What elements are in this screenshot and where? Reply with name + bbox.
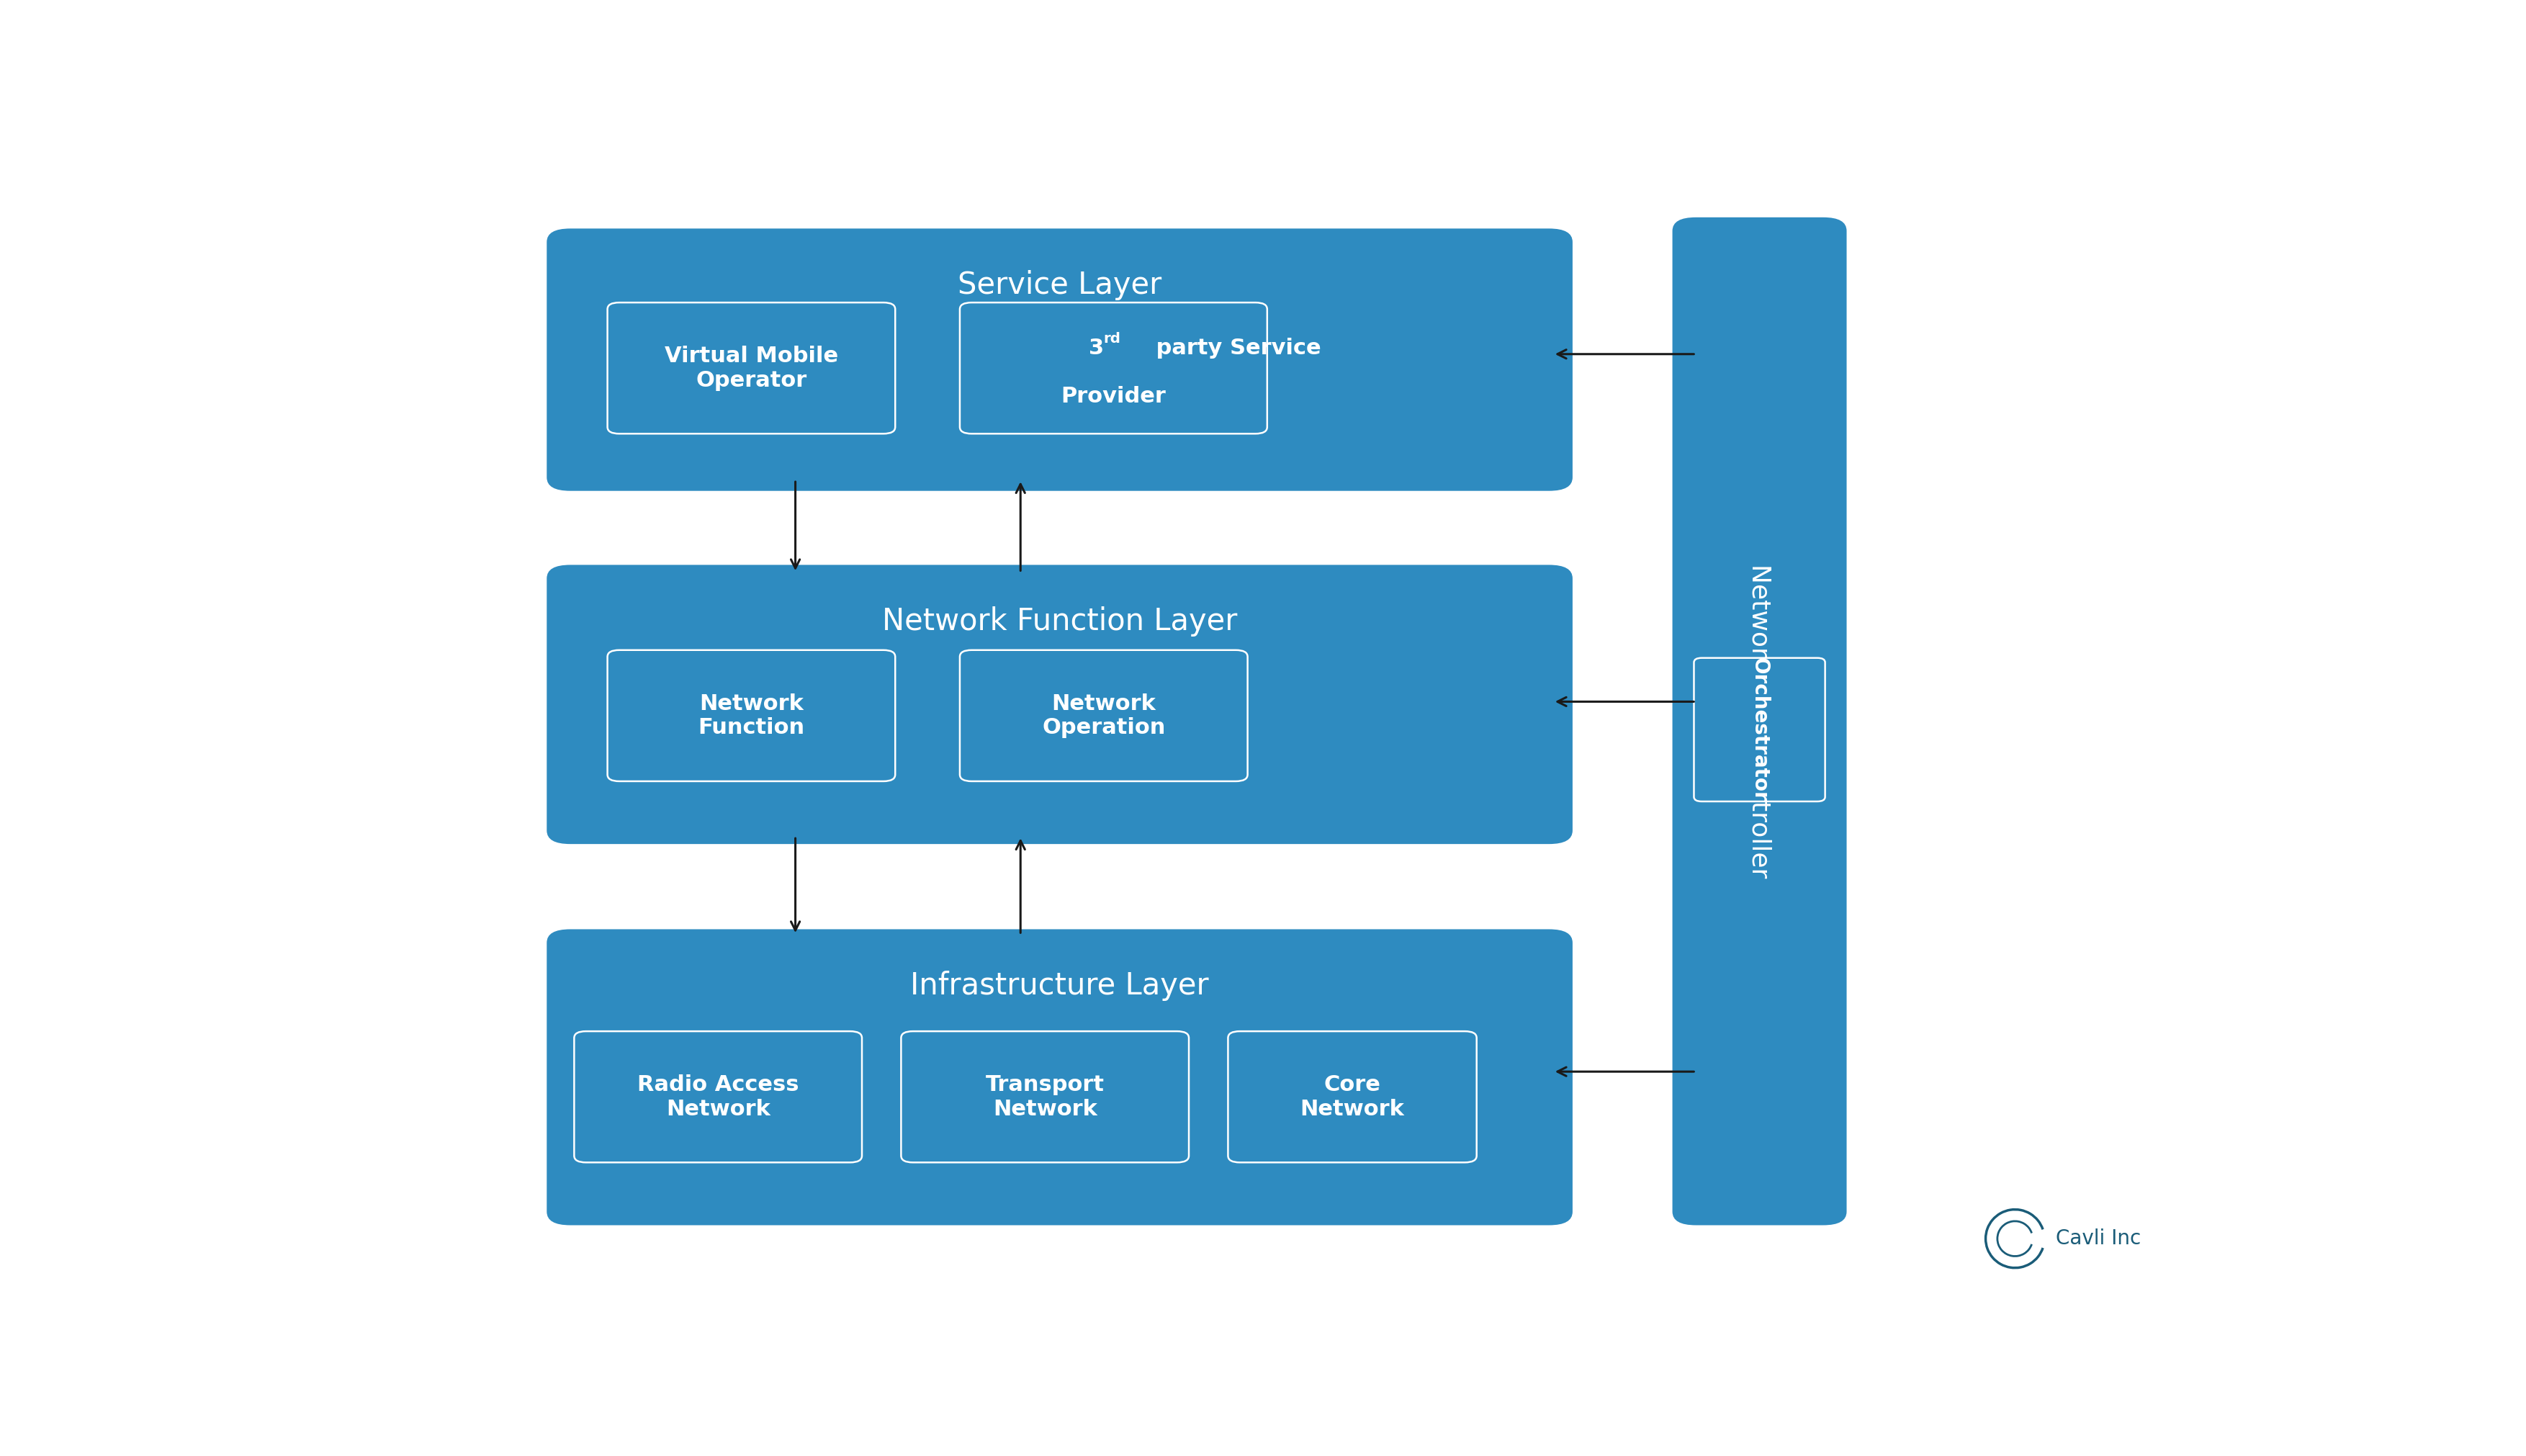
Text: Network
Operation: Network Operation [1043, 693, 1164, 738]
Text: Provider: Provider [1061, 386, 1167, 406]
FancyBboxPatch shape [1228, 1031, 1478, 1162]
Text: Network Function Layer: Network Function Layer [882, 606, 1238, 636]
Text: Service Layer: Service Layer [957, 269, 1162, 300]
FancyBboxPatch shape [960, 649, 1248, 782]
Text: 3: 3 [1089, 338, 1104, 358]
FancyBboxPatch shape [573, 1031, 861, 1162]
Text: Orchestrator: Orchestrator [1751, 658, 1771, 802]
FancyBboxPatch shape [546, 929, 1574, 1224]
FancyBboxPatch shape [606, 303, 894, 434]
Text: 3ᴽparty Service
Provider: 3ᴽparty Service Provider [1018, 345, 1210, 390]
FancyBboxPatch shape [1695, 658, 1826, 801]
FancyBboxPatch shape [1672, 217, 1847, 1224]
Text: Cavli Inc: Cavli Inc [2056, 1229, 2142, 1249]
Text: Transport
Network: Transport Network [985, 1075, 1104, 1120]
Text: rd: rd [1104, 332, 1122, 347]
Text: Radio Access
Network: Radio Access Network [637, 1075, 798, 1120]
FancyBboxPatch shape [546, 229, 1574, 491]
FancyBboxPatch shape [902, 1031, 1190, 1162]
Text: Network
Function: Network Function [697, 693, 806, 738]
Text: party Service: party Service [1149, 338, 1321, 358]
Text: Virtual Mobile
Operator: Virtual Mobile Operator [664, 345, 839, 390]
Text: Core
Network: Core Network [1301, 1075, 1404, 1120]
FancyBboxPatch shape [546, 565, 1574, 844]
Text: Infrastructure Layer: Infrastructure Layer [909, 971, 1210, 1000]
FancyBboxPatch shape [975, 312, 1250, 425]
FancyBboxPatch shape [960, 303, 1268, 434]
FancyBboxPatch shape [606, 649, 894, 782]
Text: Network Slice Controller: Network Slice Controller [1748, 563, 1771, 878]
